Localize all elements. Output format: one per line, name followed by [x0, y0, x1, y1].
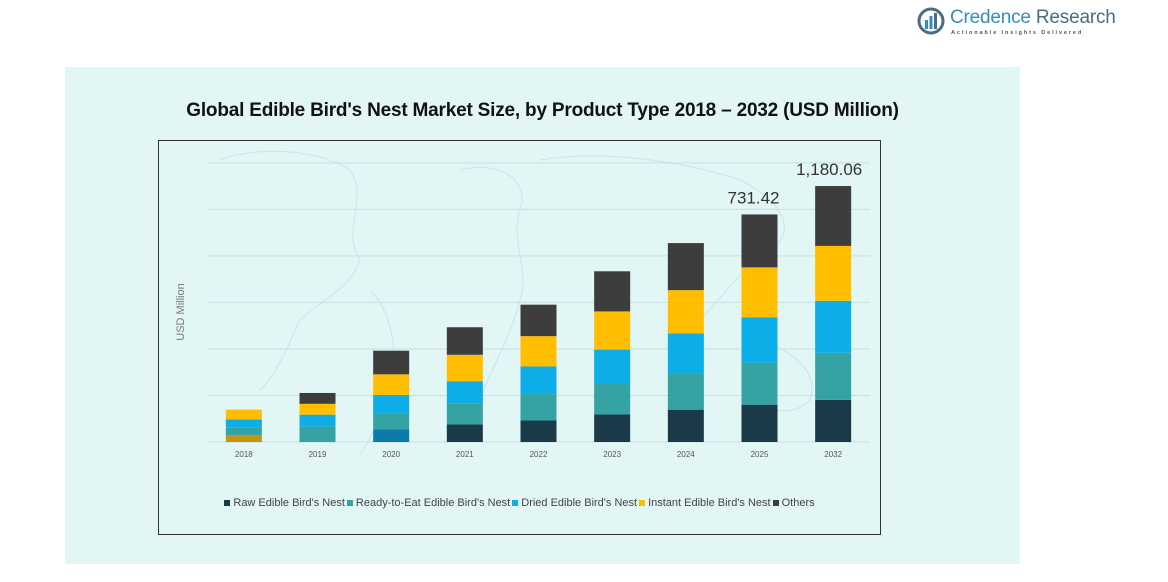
bar-segment-instant-edible-bird-s-nest-2032 — [815, 245, 852, 301]
brand-logo: Credence Research Actionable Insights De… — [917, 5, 1117, 39]
legend-item: Raw Edible Bird's Nest — [224, 497, 345, 509]
x-tick-label: 2023 — [603, 450, 621, 459]
bar-segment-raw-edible-bird-s-nest-2032 — [815, 399, 852, 442]
bar-segment-raw-edible-bird-s-nest-2021 — [446, 424, 483, 442]
bar-chart-circle-logo-icon — [917, 7, 945, 35]
bar-segment-ready-to-eat-edible-bird-s-nest-2025 — [741, 362, 778, 405]
bar-segment-others-2025 — [741, 214, 778, 268]
legend-swatch — [346, 500, 353, 506]
bar-segment-ready-to-eat-edible-bird-s-nest-2032 — [815, 352, 852, 400]
bar-segment-dried-edible-bird-s-nest-2018 — [225, 419, 262, 428]
bar-segment-others-2032 — [815, 186, 852, 246]
bar-segment-others-2021 — [446, 327, 483, 355]
bar-segment-dried-edible-bird-s-nest-2023 — [594, 349, 631, 383]
brand-name-part1: Credence — [950, 7, 1031, 28]
chart-title: Global Edible Bird's Nest Market Size, b… — [186, 100, 899, 121]
bar-total-label: 731.42 — [728, 188, 780, 207]
bar-segment-instant-edible-bird-s-nest-2022 — [520, 336, 557, 367]
bar-segment-ready-to-eat-edible-bird-s-nest-2022 — [520, 394, 557, 421]
bar-segment-others-2023 — [594, 271, 631, 312]
legend-label: Dried Edible Bird's Nest — [521, 497, 638, 509]
annotations: 731.42 1,180.06 — [728, 160, 863, 207]
bar-total-label: 1,180.06 — [796, 160, 862, 179]
x-tick-label: 2024 — [677, 450, 695, 459]
legend-label: Others — [781, 497, 815, 509]
bar-segment-dried-edible-bird-s-nest-2019 — [299, 414, 336, 427]
bar-segment-others-2022 — [520, 304, 557, 337]
legend-swatch — [224, 500, 231, 506]
bar-segment-others-2020 — [373, 350, 410, 375]
bar-segment-ready-to-eat-edible-bird-s-nest-2023 — [594, 382, 631, 415]
bar-segment-raw-edible-bird-s-nest-2023 — [594, 414, 631, 442]
x-tick-label: 2022 — [530, 450, 548, 459]
x-tick-label: 2020 — [382, 450, 400, 459]
bars — [225, 186, 852, 442]
bar-segment-raw-edible-bird-s-nest-2025 — [741, 404, 778, 442]
bar-segment-instant-edible-bird-s-nest-2018 — [225, 409, 262, 420]
bar-segment-raw-edible-bird-s-nest-2022 — [520, 420, 557, 442]
bar-segment-ready-to-eat-edible-bird-s-nest-2024 — [667, 373, 704, 410]
bar-segment-dried-edible-bird-s-nest-2021 — [446, 381, 483, 404]
chart-legend: Raw Edible Bird's Nest Ready-to-Eat Edibl… — [158, 497, 881, 509]
brand-name-part2: Research — [1035, 7, 1116, 28]
bar-segment-others-2024 — [667, 243, 704, 291]
bar-segment-ready-to-eat-edible-bird-s-nest-2021 — [446, 403, 483, 425]
bar-segment-instant-edible-bird-s-nest-2024 — [667, 290, 704, 334]
bar-segment-ready-to-eat-edible-bird-s-nest-2019 — [299, 426, 336, 442]
bar-segment-dried-edible-bird-s-nest-2022 — [520, 366, 557, 395]
bar-segment-raw-edible-bird-s-nest-2020 — [373, 429, 410, 442]
bar-segment-dried-edible-bird-s-nest-2024 — [667, 333, 704, 374]
brand-tagline: Actionable Insights Delivered — [951, 30, 1084, 36]
bar-segment-instant-edible-bird-s-nest-2019 — [299, 403, 336, 415]
bar-segment-ready-to-eat-edible-bird-s-nest-2020 — [373, 413, 410, 430]
legend-item: Others — [772, 497, 815, 509]
x-tick-label: 2019 — [309, 450, 327, 459]
legend-label: Ready-to-Eat Edible Bird's Nest — [355, 497, 511, 509]
bar-segment-dried-edible-bird-s-nest-2032 — [815, 300, 852, 353]
legend-swatch — [772, 500, 779, 506]
brand-name: Credence Research — [950, 7, 1116, 29]
bar-segment-instant-edible-bird-s-nest-2021 — [446, 354, 483, 382]
y-axis-label: USD Million — [175, 283, 187, 341]
bar-segment-ready-to-eat-edible-bird-s-nest-2018 — [225, 427, 262, 436]
bar-segment-raw-edible-bird-s-nest-2024 — [667, 409, 704, 442]
legend-item: Instant Edible Bird's Nest — [639, 497, 771, 509]
bar-segment-instant-edible-bird-s-nest-2020 — [373, 374, 410, 395]
x-tick-label: 2021 — [456, 450, 474, 459]
x-tick-label: 2025 — [751, 450, 769, 459]
bar-segment-dried-edible-bird-s-nest-2025 — [741, 317, 778, 363]
chart-frame — [158, 140, 881, 535]
bar-segment-instant-edible-bird-s-nest-2023 — [594, 311, 631, 350]
legend-label: Raw Edible Bird's Nest — [233, 497, 345, 509]
legend-label: Instant Edible Bird's Nest — [648, 497, 771, 509]
bar-segment-raw-edible-bird-s-nest-2018 — [225, 435, 262, 442]
legend-item: Ready-to-Eat Edible Bird's Nest — [346, 497, 511, 509]
x-tick-labels: 2018 2019 2020 2021 2022 2023 2024 2025 2032 — [235, 450, 843, 459]
legend-swatch — [639, 500, 646, 506]
bar-segment-dried-edible-bird-s-nest-2020 — [373, 394, 410, 414]
bar-segment-instant-edible-bird-s-nest-2025 — [741, 267, 778, 318]
legend-swatch — [512, 500, 519, 506]
bar-segment-others-2019 — [299, 392, 336, 404]
x-tick-label: 2018 — [235, 450, 253, 459]
legend-item: Dried Edible Bird's Nest — [512, 497, 637, 509]
x-tick-label: 2032 — [824, 450, 842, 459]
